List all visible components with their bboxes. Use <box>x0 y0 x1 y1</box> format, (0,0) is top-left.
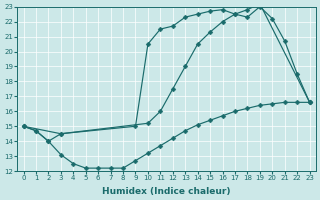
X-axis label: Humidex (Indice chaleur): Humidex (Indice chaleur) <box>102 187 231 196</box>
